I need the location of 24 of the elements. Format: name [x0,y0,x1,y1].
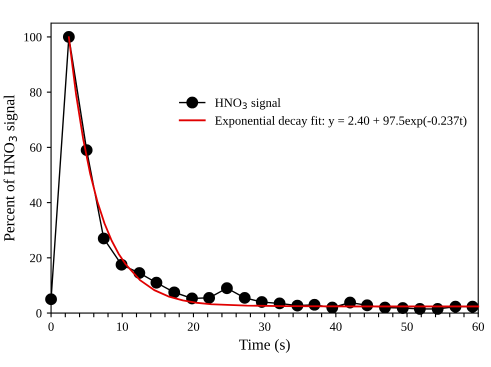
point [98,232,110,244]
x-axis-title: Time (s) [239,338,290,353]
y-tick-label: 60 [30,143,42,152]
y-tick-label: 20 [30,254,42,262]
point [238,292,251,304]
point [150,276,162,289]
x-tick-label: 0 [48,322,54,331]
y-tick-label: 0 [36,309,42,318]
x-tick-label: 40 [330,322,342,331]
legend-label: Exponential decay fit: y = 2.40 + 97.5exp(-0.237t) [215,116,466,128]
x-tick-label: 20 [188,322,200,331]
y-tick-label: 100 [24,32,42,42]
legend-label: HNO$_{3}$ signal [215,98,281,110]
x-tick-label: 60 [472,322,484,331]
point [45,293,57,306]
x-tick-label: 30 [258,322,270,331]
point [221,282,233,294]
point [168,286,180,298]
y-tick-label: 80 [30,88,42,97]
x-tick-label: 10 [117,322,128,331]
y-axis-title: Percent of HNO$_{3}$ signal [4,94,18,242]
y-tick-label: 40 [30,198,42,208]
x-tick-label: 50 [402,322,413,331]
point [203,292,216,304]
